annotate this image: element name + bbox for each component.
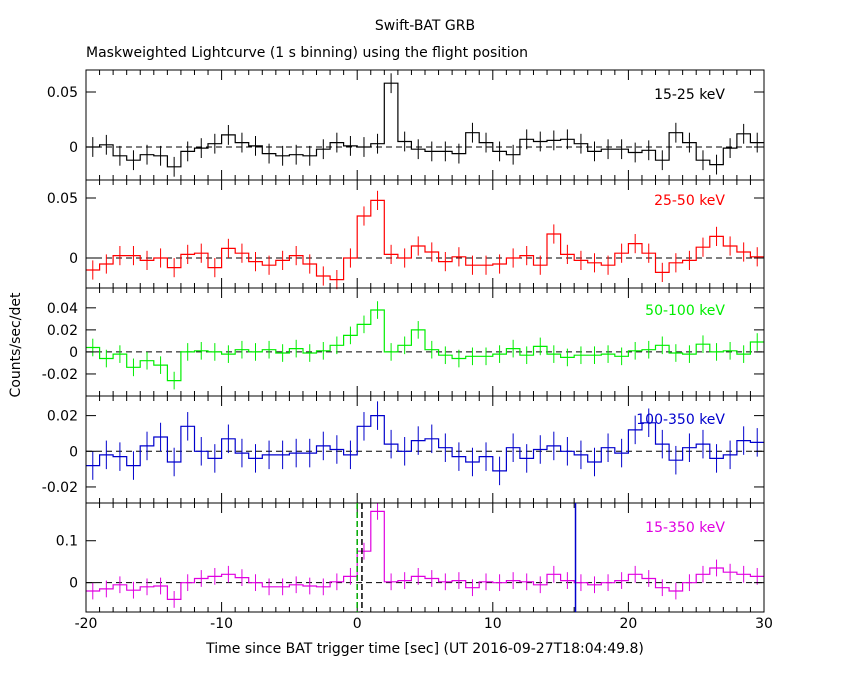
chart-title: Swift-BAT GRB <box>374 18 476 34</box>
x-tick-label: 0 <box>353 616 362 632</box>
y-axis-label: Counts/sec/det <box>8 292 24 398</box>
panel-4: 0 0.1 15-350 keV <box>56 502 765 613</box>
panel-0: 0 0.05 15-25 keV <box>47 69 765 181</box>
y-tick-label: 0.02 <box>47 409 78 425</box>
series-line <box>86 199 764 281</box>
chart-subtitle: Maskweighted Lightcurve (1 s binning) us… <box>86 45 529 61</box>
x-tick-label: 10 <box>484 616 502 632</box>
y-tick-label: 0.05 <box>47 85 78 101</box>
band-label: 15-25 keV <box>654 87 725 103</box>
y-tick-label: 0 <box>69 251 78 267</box>
panel-3: -0.02 0 0.02 100-350 keV <box>42 395 765 504</box>
y-tick-label: 0.04 <box>47 301 78 317</box>
y-tick-label: 0 <box>69 140 78 156</box>
y-tick-label: 0 <box>69 345 78 361</box>
series-line <box>86 510 764 600</box>
y-tick-label: 0 <box>69 576 78 592</box>
band-label: 15-350 keV <box>645 520 725 536</box>
x-axis-label: Time since BAT trigger time [sec] (UT 20… <box>206 641 644 657</box>
x-tick-label: 30 <box>755 616 773 632</box>
x-tick-label: -20 <box>75 616 98 632</box>
panel-2: -0.02 0 0.02 0.04 50-100 keV <box>42 287 765 397</box>
x-tick-label: 20 <box>619 616 637 632</box>
band-label: 25-50 keV <box>654 193 725 209</box>
y-tick-label: 0.1 <box>56 534 78 550</box>
y-tick-label: -0.02 <box>42 367 78 383</box>
series-line <box>86 415 764 472</box>
series-line <box>86 82 764 168</box>
band-label: 50-100 keV <box>645 303 725 319</box>
panel-1: 0 0.05 25-50 keV <box>47 179 765 290</box>
x-tick-label: -10 <box>210 616 233 632</box>
y-tick-label: 0.05 <box>47 191 78 207</box>
y-tick-label: 0.02 <box>47 323 78 339</box>
band-label: 100-350 keV <box>636 412 725 428</box>
y-tick-label: -0.02 <box>42 480 78 496</box>
series-line <box>86 309 764 382</box>
y-tick-label: 0 <box>69 444 78 460</box>
